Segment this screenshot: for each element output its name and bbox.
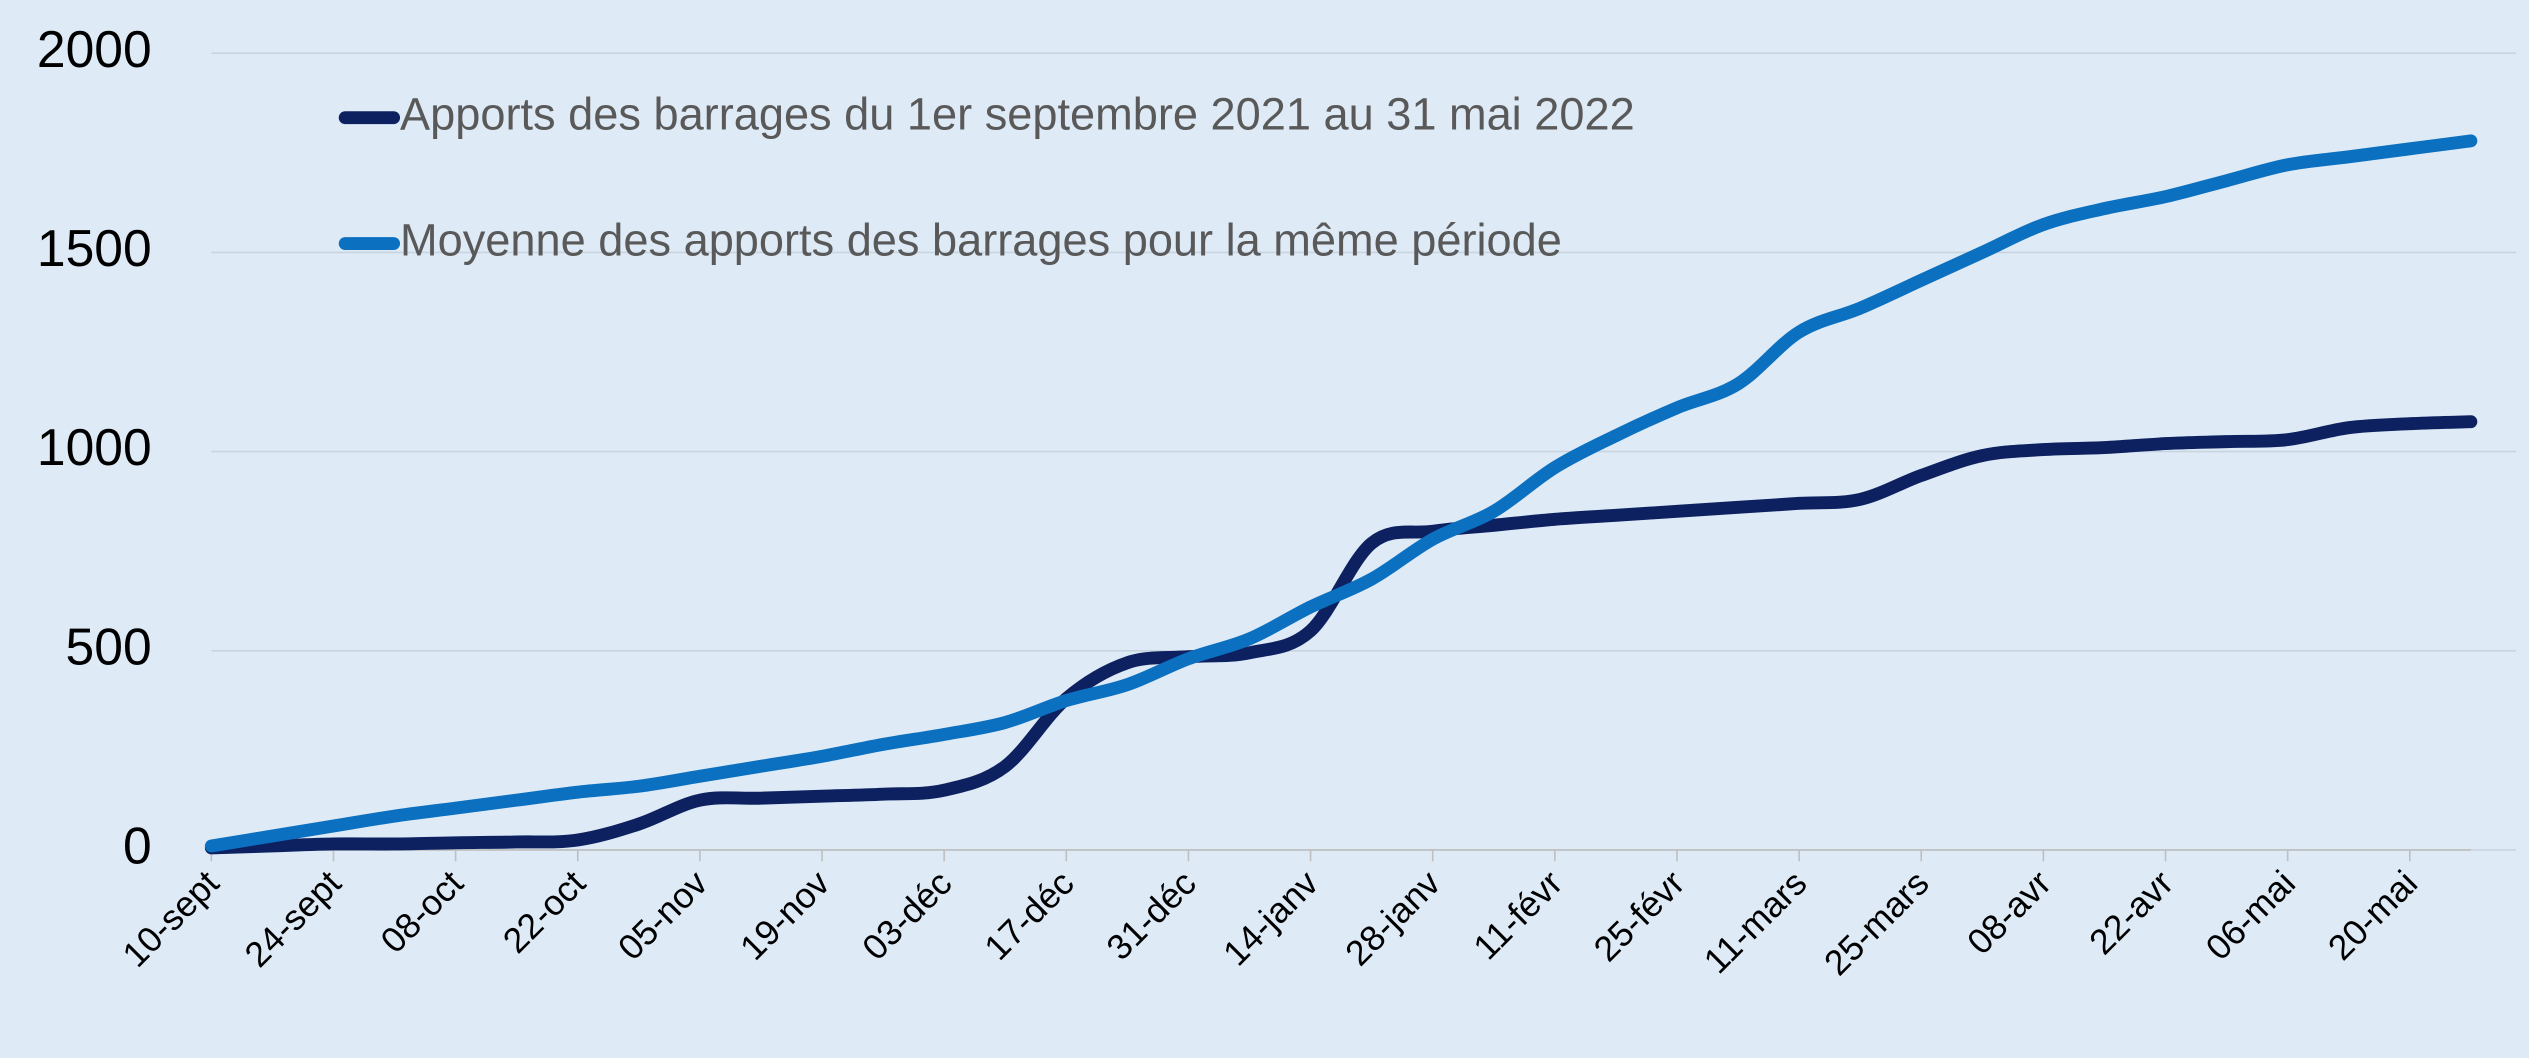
y-tick-label: 1500 <box>37 219 152 277</box>
series-line <box>204 134 2478 853</box>
y-tick-label: 2000 <box>37 20 152 78</box>
y-tick-label: 500 <box>66 617 152 675</box>
legend-label: Moyenne des apports des barrages pour la… <box>400 214 1562 265</box>
y-tick-label: 1000 <box>37 418 152 476</box>
legend-label: Apports des barrages du 1er septembre 20… <box>400 89 1635 140</box>
y-tick-label: 0 <box>123 817 152 875</box>
